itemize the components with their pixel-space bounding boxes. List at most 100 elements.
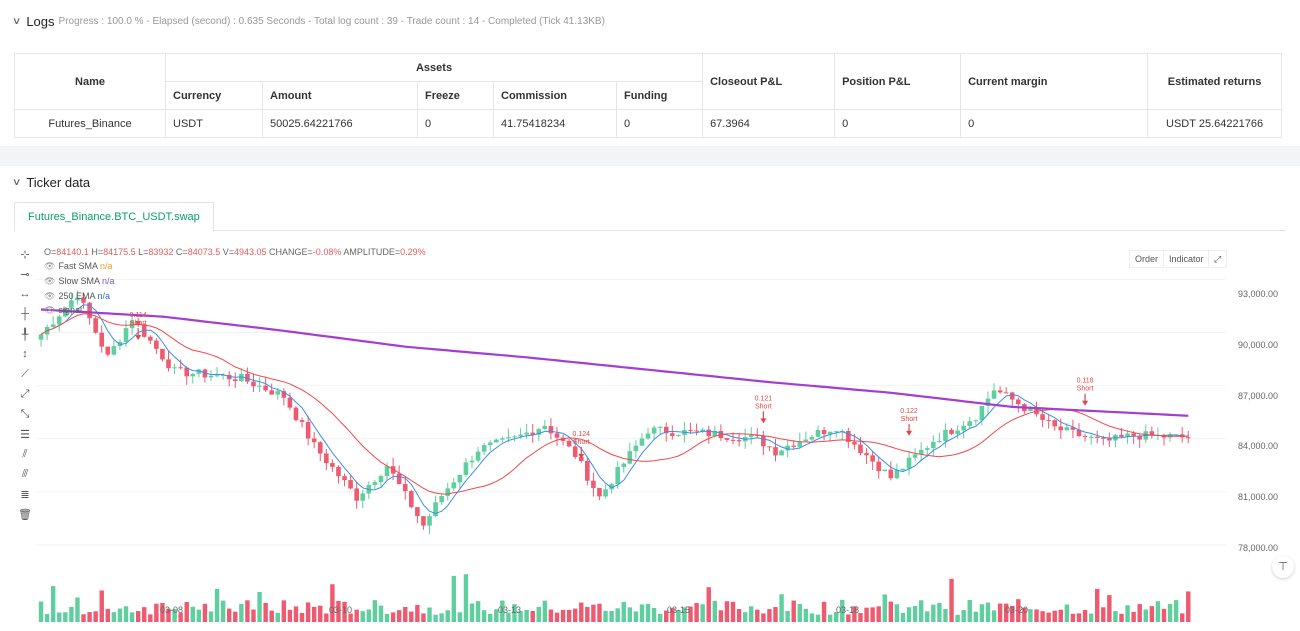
indicator-250-ema[interactable]: 👁 250 EMA n/a bbox=[44, 291, 110, 302]
eye-icon[interactable]: 👁 bbox=[44, 276, 56, 286]
volume-bar bbox=[348, 613, 353, 622]
eye-icon[interactable]: 👁 bbox=[44, 305, 56, 315]
table-row: Futures_Binance USDT 50025.64221766 0 41… bbox=[14, 109, 1283, 138]
volume-bar bbox=[566, 609, 572, 622]
candle-body bbox=[402, 484, 408, 492]
candle-body bbox=[572, 446, 578, 457]
volume-bar bbox=[433, 614, 438, 622]
volume-bar bbox=[378, 605, 384, 622]
volume-bar bbox=[475, 601, 481, 622]
candle-body bbox=[263, 385, 268, 391]
cell-name: Futures_Binance bbox=[14, 109, 166, 138]
trash-icon[interactable]: 🗑 bbox=[18, 508, 32, 521]
volume-bar bbox=[63, 612, 68, 622]
candle-body bbox=[135, 320, 141, 325]
fib-channel-icon[interactable]: ⫻ bbox=[21, 467, 29, 480]
candle-body bbox=[439, 495, 444, 503]
candle-body bbox=[694, 430, 699, 432]
eye-icon[interactable]: 👁 bbox=[44, 291, 56, 301]
parallel-channel-icon[interactable]: ⫽ bbox=[22, 447, 28, 460]
candle-body bbox=[445, 488, 451, 496]
candle-body bbox=[1094, 436, 1100, 438]
vertical-segment-icon[interactable]: ╀ bbox=[21, 328, 29, 341]
fib-retracement-icon[interactable]: ≣ bbox=[20, 488, 30, 501]
x-tick: 03-10 bbox=[329, 605, 353, 615]
volume-bar bbox=[354, 609, 359, 622]
candle-body bbox=[651, 427, 657, 434]
candle-body bbox=[409, 491, 414, 508]
slow-sma-line bbox=[40, 313, 1189, 495]
indicator-fast-sma[interactable]: 👁 Fast SMA n/a bbox=[44, 261, 112, 272]
price-chart[interactable]: 0.114Short0.124Short0.121Short0.122Short… bbox=[36, 244, 1232, 624]
horizontal-line-icon[interactable]: ↔ bbox=[19, 288, 31, 300]
y-tick: 90,000.00 bbox=[1238, 340, 1279, 350]
cell-amount: 50025.64221766 bbox=[262, 109, 418, 138]
order-button[interactable]: Order bbox=[1129, 250, 1165, 268]
candle-body bbox=[603, 489, 608, 497]
candle-body bbox=[591, 480, 596, 488]
volume-bar bbox=[281, 600, 287, 622]
price-range-icon[interactable]: ☰ bbox=[20, 428, 30, 441]
candle-body bbox=[226, 374, 232, 380]
volume-bar bbox=[591, 604, 596, 622]
volume-bar bbox=[864, 607, 869, 622]
volume-bar bbox=[858, 613, 863, 622]
volume-bar bbox=[451, 575, 456, 622]
volume-bar bbox=[997, 603, 1003, 622]
indicator-signal[interactable]: 👁 signal bbox=[44, 305, 82, 316]
horizontal-ray-icon[interactable]: ⊸ bbox=[20, 268, 30, 281]
candle-body bbox=[888, 469, 894, 479]
col-freeze: Freeze bbox=[417, 81, 494, 110]
volume-bar bbox=[925, 611, 930, 622]
candle-body bbox=[433, 502, 438, 517]
candle-body bbox=[220, 374, 226, 376]
y-tick: 87,000.00 bbox=[1238, 391, 1279, 401]
ticker-header[interactable]: ∨ Ticker data bbox=[12, 175, 91, 190]
crosshair-icon[interactable]: ⊹ bbox=[20, 248, 30, 261]
candle-body bbox=[633, 445, 639, 452]
volume-bar bbox=[1016, 599, 1021, 622]
volume-bar bbox=[129, 612, 135, 622]
signal-arrow-head bbox=[906, 430, 913, 436]
scroll-to-top-icon[interactable]: ⊤ bbox=[1272, 556, 1294, 578]
volume-bar bbox=[700, 604, 705, 622]
volume-bar bbox=[785, 611, 790, 622]
eye-icon[interactable]: 👁 bbox=[44, 261, 56, 271]
candle-body bbox=[864, 453, 869, 456]
volume-bar bbox=[1022, 607, 1027, 622]
change-key: CHANGE= bbox=[266, 247, 313, 257]
extended-line-icon[interactable]: ⤡ bbox=[20, 407, 30, 420]
volume-bar bbox=[445, 610, 450, 622]
signal-label: Short bbox=[573, 439, 590, 446]
ray-line-icon[interactable]: ⤢ bbox=[20, 387, 30, 400]
signal-label: Short bbox=[901, 416, 918, 423]
candle-body bbox=[615, 467, 620, 485]
expand-icon[interactable]: ⤢ bbox=[1208, 250, 1228, 268]
volume-bar bbox=[287, 609, 293, 622]
volume-bar bbox=[852, 606, 857, 622]
candle-body bbox=[724, 437, 730, 440]
trend-line-icon[interactable]: ⟋ bbox=[21, 367, 29, 380]
cell-currency: USDT bbox=[165, 109, 263, 138]
tab-btc-usdt-swap[interactable]: Futures_Binance.BTC_USDT.swap bbox=[14, 202, 214, 233]
volume-bar bbox=[742, 612, 748, 622]
volume-bar bbox=[208, 611, 214, 622]
candle-body bbox=[317, 442, 323, 454]
indicator-slow-sma[interactable]: 👁 Slow SMA n/a bbox=[44, 276, 114, 287]
volume-bar bbox=[494, 609, 499, 622]
col-position: Position P&L bbox=[834, 53, 962, 110]
logs-header[interactable]: ∨ Logs Progress : 100.0 % - Elapsed (sec… bbox=[12, 14, 605, 29]
volume-bar bbox=[651, 607, 657, 622]
candle-body bbox=[1185, 437, 1191, 439]
candle-body bbox=[512, 436, 517, 438]
candle-body bbox=[566, 440, 572, 447]
candle-body bbox=[463, 462, 469, 475]
ticker-title: Ticker data bbox=[26, 175, 91, 190]
candle-body bbox=[676, 435, 681, 437]
indicator-button[interactable]: Indicator bbox=[1163, 250, 1210, 268]
volume-bar bbox=[220, 600, 226, 622]
candle-body bbox=[773, 447, 778, 456]
volume-bar bbox=[1052, 610, 1057, 622]
vertical-ray-icon[interactable]: ↕ bbox=[22, 348, 28, 360]
vertical-line-icon[interactable]: ┼ bbox=[21, 308, 29, 320]
